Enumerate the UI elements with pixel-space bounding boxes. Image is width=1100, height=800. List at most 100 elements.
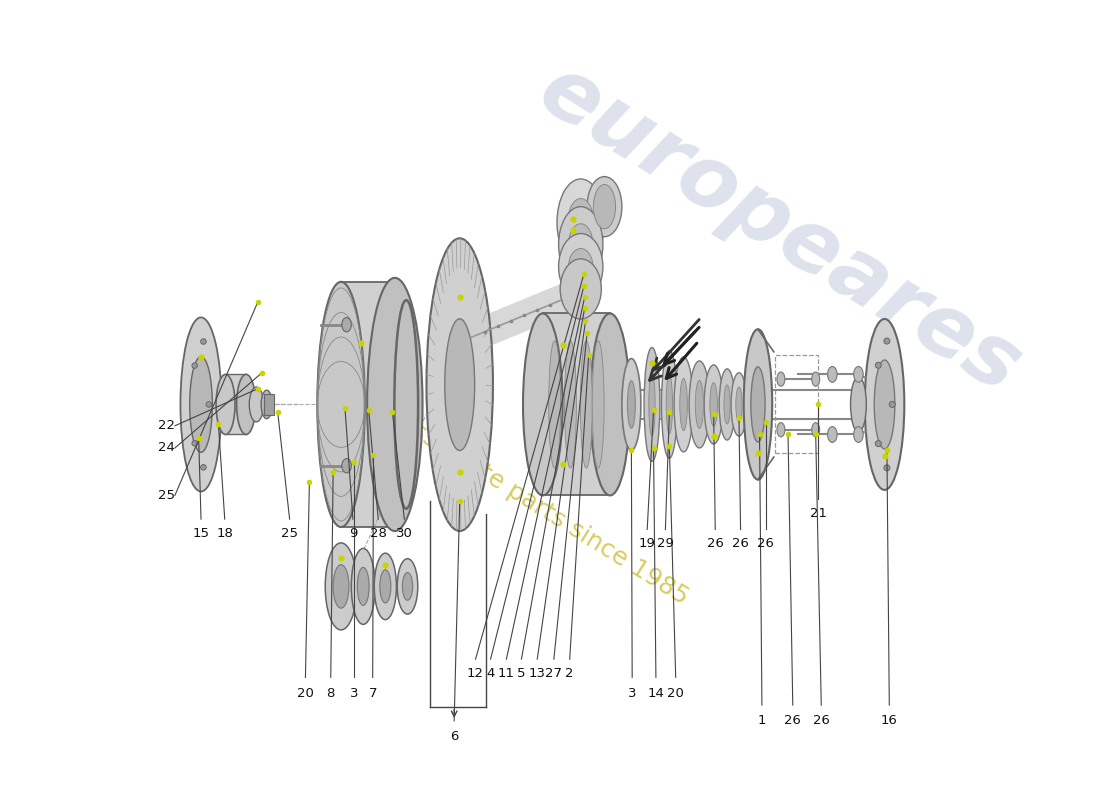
- Text: 1: 1: [758, 714, 767, 727]
- Text: 2: 2: [565, 667, 574, 680]
- Text: 20: 20: [297, 686, 313, 700]
- Bar: [341, 282, 395, 527]
- Ellipse shape: [317, 282, 365, 527]
- Ellipse shape: [591, 314, 630, 495]
- Ellipse shape: [250, 387, 264, 422]
- Ellipse shape: [812, 422, 820, 437]
- Ellipse shape: [827, 426, 837, 442]
- Text: 26: 26: [784, 714, 801, 727]
- Text: 7: 7: [368, 686, 377, 700]
- Bar: [264, 394, 274, 414]
- Ellipse shape: [379, 570, 390, 603]
- Bar: [542, 314, 610, 495]
- Ellipse shape: [180, 318, 221, 491]
- Ellipse shape: [581, 341, 592, 468]
- Ellipse shape: [865, 319, 904, 490]
- Text: 12: 12: [468, 667, 484, 680]
- Ellipse shape: [689, 361, 710, 448]
- Ellipse shape: [374, 553, 396, 620]
- Ellipse shape: [719, 369, 735, 440]
- Ellipse shape: [661, 350, 678, 458]
- Ellipse shape: [674, 357, 693, 452]
- Ellipse shape: [627, 381, 636, 428]
- Ellipse shape: [751, 367, 766, 442]
- Ellipse shape: [777, 372, 785, 386]
- Text: 6: 6: [450, 730, 459, 743]
- Bar: [774, 355, 818, 454]
- Text: 4: 4: [486, 667, 495, 680]
- Text: 24: 24: [158, 442, 175, 454]
- Circle shape: [200, 338, 206, 344]
- Ellipse shape: [557, 179, 605, 266]
- Ellipse shape: [559, 234, 603, 300]
- Ellipse shape: [403, 573, 412, 600]
- Text: 13: 13: [529, 667, 546, 680]
- Text: 3: 3: [628, 686, 637, 700]
- Bar: [226, 374, 246, 434]
- Circle shape: [200, 465, 206, 470]
- Ellipse shape: [587, 177, 621, 237]
- Ellipse shape: [592, 341, 604, 468]
- Ellipse shape: [342, 318, 351, 332]
- Circle shape: [191, 441, 198, 446]
- Ellipse shape: [560, 259, 602, 319]
- Ellipse shape: [704, 365, 723, 444]
- Text: 25: 25: [282, 527, 298, 540]
- Ellipse shape: [680, 378, 688, 430]
- Text: 26: 26: [733, 537, 749, 550]
- Text: 26: 26: [707, 537, 724, 550]
- Ellipse shape: [564, 341, 576, 468]
- Ellipse shape: [854, 426, 864, 442]
- Ellipse shape: [710, 382, 717, 426]
- Ellipse shape: [593, 185, 616, 229]
- Text: 21: 21: [810, 507, 826, 520]
- Ellipse shape: [649, 373, 656, 436]
- Text: 19: 19: [639, 537, 656, 550]
- Text: a passionate parts since 1985: a passionate parts since 1985: [361, 390, 693, 610]
- Ellipse shape: [777, 422, 785, 437]
- Text: 26: 26: [758, 537, 774, 550]
- Ellipse shape: [569, 224, 593, 266]
- Ellipse shape: [732, 373, 747, 436]
- Text: 28: 28: [370, 527, 387, 540]
- Ellipse shape: [744, 330, 772, 479]
- Ellipse shape: [342, 458, 351, 473]
- Ellipse shape: [397, 558, 418, 614]
- Ellipse shape: [559, 206, 603, 282]
- Ellipse shape: [358, 567, 370, 606]
- Ellipse shape: [644, 347, 660, 462]
- Text: 22: 22: [158, 419, 175, 432]
- Ellipse shape: [850, 377, 867, 432]
- Ellipse shape: [326, 543, 356, 630]
- Text: 8: 8: [327, 686, 334, 700]
- Ellipse shape: [812, 372, 820, 386]
- Text: 5: 5: [517, 667, 526, 680]
- Ellipse shape: [236, 374, 255, 434]
- Ellipse shape: [395, 300, 418, 509]
- Ellipse shape: [724, 385, 730, 424]
- Text: 11: 11: [498, 667, 515, 680]
- Circle shape: [191, 362, 198, 368]
- Ellipse shape: [351, 549, 375, 624]
- Ellipse shape: [549, 341, 561, 468]
- Text: 14: 14: [648, 686, 664, 700]
- Ellipse shape: [568, 198, 594, 246]
- Ellipse shape: [367, 278, 422, 531]
- Ellipse shape: [569, 249, 593, 285]
- Text: 30: 30: [396, 527, 412, 540]
- Ellipse shape: [522, 314, 562, 495]
- Circle shape: [876, 441, 881, 446]
- Ellipse shape: [667, 375, 672, 434]
- Ellipse shape: [444, 318, 475, 450]
- Text: 3: 3: [350, 686, 359, 700]
- Text: 29: 29: [657, 537, 674, 550]
- Ellipse shape: [427, 238, 493, 531]
- Text: 25: 25: [158, 489, 175, 502]
- Text: europeares: europeares: [525, 49, 1036, 412]
- Ellipse shape: [874, 360, 894, 449]
- Circle shape: [884, 338, 890, 344]
- Text: 16: 16: [881, 714, 898, 727]
- Ellipse shape: [189, 357, 212, 452]
- Ellipse shape: [695, 381, 704, 428]
- Text: 20: 20: [668, 686, 684, 700]
